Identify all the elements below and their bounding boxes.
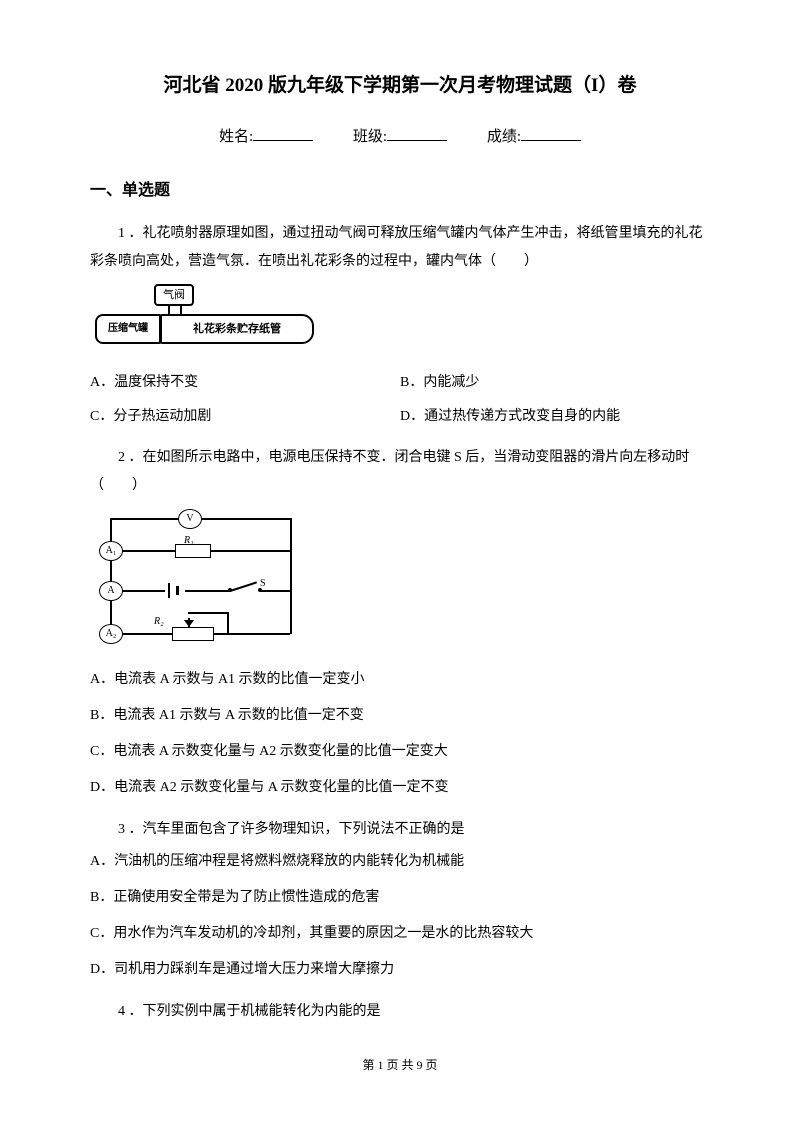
fig1-can-label: 压缩气罐	[95, 314, 161, 344]
rheostat-top-wire	[188, 612, 228, 614]
rheostat-r2	[172, 627, 214, 641]
q2-opt-a: A．电流表 A 示数与 A1 示数的比值一定变小	[90, 662, 710, 698]
score-blank[interactable]	[521, 126, 581, 141]
q2-opt-b: B．电流表 A1 示数与 A 示数的比值一定不变	[90, 698, 710, 734]
q1-figure: 气阀 压缩气罐 礼花彩条贮存纸管	[90, 284, 710, 354]
q1-opt-c: C．分子热运动加剧	[90, 400, 400, 434]
r1-label: R₁	[184, 531, 194, 551]
ammeter-a2: A₂	[99, 624, 123, 644]
q1-opt-a: A．温度保持不变	[90, 366, 400, 400]
class-blank[interactable]	[387, 126, 447, 141]
rheostat-arrow-icon	[184, 620, 194, 627]
question-1: 1 ．礼花喷射器原理如图，通过扭动气阀可释放压缩气罐内气体产生冲击，将纸管里填充…	[90, 220, 710, 434]
fig1-tube-label: 礼花彩条贮存纸管	[160, 314, 314, 344]
q3-stem: 3 ．汽车里面包含了许多物理知识，下列说法不正确的是	[90, 816, 710, 844]
question-4: 4 ．下列实例中属于机械能转化为内能的是	[90, 998, 710, 1026]
wire	[110, 518, 112, 634]
voltmeter: V	[178, 509, 202, 529]
name-label: 姓名:	[219, 129, 253, 145]
battery-long2	[168, 583, 170, 598]
class-field: 班级:	[353, 125, 447, 146]
q1-opt-b: B．内能减少	[400, 366, 710, 400]
name-field: 姓名:	[219, 125, 313, 146]
score-field: 成绩:	[487, 125, 581, 146]
q4-stem: 4 ．下列实例中属于机械能转化为内能的是	[90, 998, 710, 1026]
q3-opt-c: C．用水作为汽车发动机的冷却剂，其重要的原因之一是水的比热容较大	[90, 916, 710, 952]
question-3: 3 ．汽车里面包含了许多物理知识，下列说法不正确的是 A．汽油机的压缩冲程是将燃…	[90, 816, 710, 988]
q3-opt-a: A．汽油机的压缩冲程是将燃料燃烧释放的内能转化为机械能	[90, 844, 710, 880]
q3-opt-d: D．司机用力踩刹车是通过增大压力来增大摩擦力	[90, 952, 710, 988]
exam-page: 河北省 2020 版九年级下学期第一次月考物理试题（I）卷 姓名: 班级: 成绩…	[0, 0, 800, 1113]
name-blank[interactable]	[253, 126, 313, 141]
rheostat-drop	[227, 612, 229, 634]
score-label: 成绩:	[487, 129, 521, 145]
q2-stem: 2 ．在如图所示电路中，电源电压保持不变．闭合电键 S 后，当滑动变阻器的滑片向…	[90, 444, 710, 500]
q2-opt-d: D．电流表 A2 示数变化量与 A 示数变化量的比值一定不变	[90, 770, 710, 806]
switch-label: S	[260, 574, 266, 594]
q2-figure: V A₁ R₁ A S A₂	[90, 508, 710, 648]
class-label: 班级:	[353, 129, 387, 145]
switch-node	[228, 588, 232, 592]
fig1-valve-label: 气阀	[154, 284, 194, 306]
ammeter-a: A	[99, 581, 123, 601]
q3-opt-b: B．正确使用安全带是为了防止惯性造成的危害	[90, 880, 710, 916]
ammeter-a1: A₁	[99, 541, 123, 561]
q2-options: A．电流表 A 示数与 A1 示数的比值一定变小 B．电流表 A1 示数与 A …	[90, 662, 710, 806]
wire	[290, 518, 292, 634]
section-heading: 一、单选题	[90, 176, 710, 200]
q1-options: A．温度保持不变 B．内能减少 C．分子热运动加剧 D．通过热传递方式改变自身的…	[90, 366, 710, 434]
q2-opt-c: C．电流表 A 示数变化量与 A2 示数变化量的比值一定变大	[90, 734, 710, 770]
r2-label: R₂	[154, 612, 164, 632]
student-info-line: 姓名: 班级: 成绩:	[90, 125, 710, 146]
q1-stem: 1 ．礼花喷射器原理如图，通过扭动气阀可释放压缩气罐内气体产生冲击，将纸管里填充…	[90, 220, 710, 276]
question-2: 2 ．在如图所示电路中，电源电压保持不变．闭合电键 S 后，当滑动变阻器的滑片向…	[90, 444, 710, 806]
q3-options: A．汽油机的压缩冲程是将燃料燃烧释放的内能转化为机械能 B．正确使用安全带是为了…	[90, 844, 710, 988]
q1-opt-d: D．通过热传递方式改变自身的内能	[400, 400, 710, 434]
page-footer: 第 1 页 共 9 页	[90, 1056, 710, 1073]
battery-short2	[176, 586, 179, 595]
page-title: 河北省 2020 版九年级下学期第一次月考物理试题（I）卷	[90, 70, 710, 97]
